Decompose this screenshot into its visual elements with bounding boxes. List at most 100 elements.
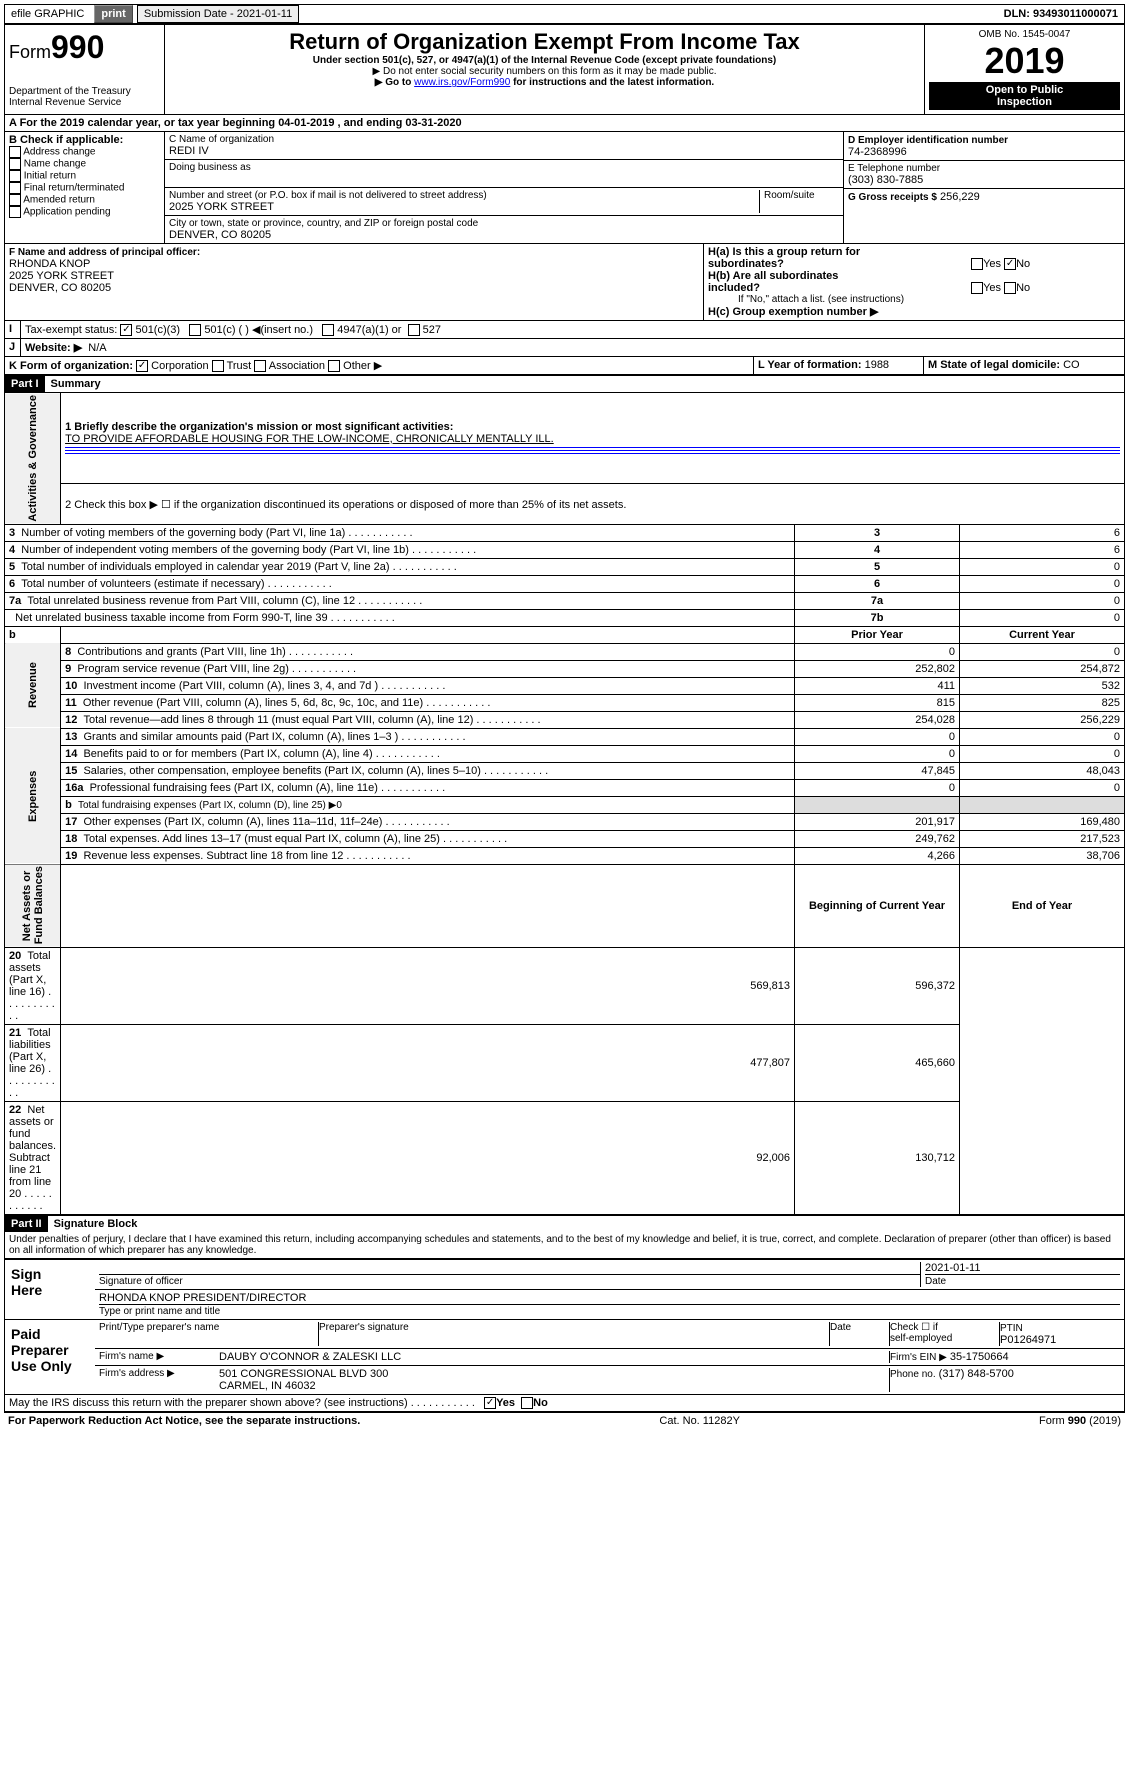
firm-name-lbl: Firm's name ▶ [99, 1351, 219, 1363]
dln-label: DLN: 93493011000071 [998, 6, 1124, 22]
form-number: 990 [51, 29, 104, 65]
k-trust: Trust [227, 360, 252, 372]
footer: For Paperwork Reduction Act Notice, see … [4, 1412, 1125, 1429]
no1: No [1016, 258, 1030, 270]
tax-year: 2019 [929, 40, 1120, 82]
sig-officer-lbl: Signature of officer [99, 1276, 183, 1287]
website: N/A [88, 342, 106, 354]
top-toolbar: efile GRAPHIC print Submission Date - 20… [4, 4, 1125, 24]
ptin-lbl: PTIN [1000, 1323, 1023, 1334]
form-footer: Form 990 (2019) [1039, 1415, 1121, 1427]
part1-title: Summary [45, 378, 101, 390]
officer-printed: RHONDA KNOP PRESIDENT/DIRECTOR [99, 1292, 1120, 1305]
assoc-checkbox[interactable] [254, 360, 266, 372]
527: 527 [423, 324, 441, 336]
col-prior: Prior Year [795, 626, 960, 643]
paid-preparer-block: Paid Preparer Use Only Print/Type prepar… [4, 1320, 1125, 1395]
year-formed: 1988 [865, 359, 889, 371]
c-label: C Name of organization [169, 134, 839, 145]
l-label: L Year of formation: [758, 359, 862, 371]
checkbox[interactable] [9, 182, 21, 194]
section-i: I Tax-exempt status: ✓ 501(c)(3) 501(c) … [4, 321, 1125, 339]
trust-checkbox[interactable] [212, 360, 224, 372]
4947: 4947(a)(1) or [337, 324, 401, 336]
dba-label: Doing business as [169, 162, 839, 173]
officer-name: RHONDA KNOP [9, 258, 90, 270]
section-fh: F Name and address of principal officer:… [4, 244, 1125, 321]
ha-no-checkbox[interactable]: ✓ [1004, 258, 1016, 270]
firm-ein-lbl: Firm's EIN ▶ [890, 1352, 947, 1363]
other-checkbox[interactable] [328, 360, 340, 372]
prep-date-lbl: Date [830, 1322, 890, 1346]
note-goto-tail: for instructions and the latest informat… [513, 77, 714, 88]
city-label: City or town, state or province, country… [169, 218, 839, 229]
hc-label: H(c) Group exemption number ▶ [708, 306, 878, 318]
corp-checkbox[interactable]: ✓ [136, 360, 148, 372]
yes1: Yes [983, 258, 1001, 270]
hb-yes-checkbox[interactable] [971, 282, 983, 294]
sign-here-block: Sign Here Signature of officer 2021-01-1… [4, 1259, 1125, 1320]
501c: 501(c) ( ) ◀(insert no.) [204, 324, 313, 336]
city: DENVER, CO 80205 [169, 229, 839, 241]
org-name: REDI IV [169, 145, 839, 157]
dept-label: Department of the Treasury Internal Reve… [9, 86, 160, 108]
efile-label: efile GRAPHIC [5, 6, 90, 22]
prep-phone: (317) 848-5700 [939, 1368, 1014, 1380]
irs-link[interactable]: www.irs.gov/Form990 [414, 77, 510, 88]
527-checkbox[interactable] [408, 324, 420, 336]
k-label: K Form of organization: [9, 360, 133, 372]
ein: 74-2368996 [848, 146, 1120, 158]
col-begin: Beginning of Current Year [795, 864, 960, 947]
i-label: Tax-exempt status: [25, 324, 117, 336]
perjury-text: Under penalties of perjury, I declare th… [4, 1232, 1125, 1259]
501c3-checkbox[interactable]: ✓ [120, 324, 132, 336]
form-prefix: Form [9, 42, 51, 62]
note-ssn: ▶ Do not enter social security numbers o… [169, 66, 920, 77]
col-current: Current Year [960, 626, 1125, 643]
street: 2025 YORK STREET [169, 201, 759, 213]
sign-here-label: Sign Here [5, 1260, 95, 1319]
firm-name: DAUBY O'CONNOR & ZALESKI LLC [219, 1351, 890, 1363]
part1-table: Activities & Governance 1 Briefly descri… [4, 392, 1125, 1215]
prep-name-lbl: Print/Type preparer's name [99, 1322, 319, 1346]
k-assoc: Association [269, 360, 325, 372]
hb-note: If "No," attach a list. (see instruction… [708, 294, 1120, 305]
type-name-lbl: Type or print name and title [99, 1306, 220, 1317]
ptin: P01264971 [1000, 1334, 1056, 1346]
discuss-no: No [533, 1397, 548, 1409]
print-button[interactable]: print [94, 5, 132, 23]
discuss-yes-checkbox[interactable]: ✓ [484, 1397, 496, 1409]
part1-badge: Part I [5, 376, 45, 392]
checkbox[interactable] [9, 158, 21, 170]
discuss-yes: Yes [496, 1397, 515, 1409]
form-subtitle: Under section 501(c), 527, or 4947(a)(1)… [169, 55, 920, 66]
mission: TO PROVIDE AFFORDABLE HOUSING FOR THE LO… [65, 433, 554, 445]
m-label: M State of legal domicile: [928, 359, 1060, 371]
date-lbl: Date [925, 1276, 946, 1287]
checkbox[interactable] [9, 170, 21, 182]
checkbox[interactable] [9, 206, 21, 218]
hb-no-checkbox[interactable] [1004, 282, 1016, 294]
501c-checkbox[interactable] [189, 324, 201, 336]
d-label: D Employer identification number [848, 135, 1008, 146]
501c3: 501(c)(3) [135, 324, 180, 336]
section-j: J Website: ▶ N/A [4, 339, 1125, 357]
part2-header: Part II Signature Block [4, 1215, 1125, 1232]
note-goto: ▶ Go to [375, 77, 412, 88]
discuss-no-checkbox[interactable] [521, 1397, 533, 1409]
sig-date: 2021-01-11 [925, 1262, 1120, 1275]
part2-badge: Part II [5, 1216, 48, 1232]
firm-ein: 35-1750664 [950, 1351, 1009, 1363]
firm-addr: 501 CONGRESSIONAL BLVD 300 CARMEL, IN 46… [219, 1368, 890, 1392]
checkbox[interactable] [9, 146, 21, 158]
ha-yes-checkbox[interactable] [971, 258, 983, 270]
yes2: Yes [983, 282, 1001, 294]
phone-lbl: Phone no. [890, 1369, 936, 1380]
checkbox[interactable] [9, 194, 21, 206]
ha-label: H(a) Is this a group return for subordin… [708, 246, 860, 270]
officer-addr1: 2025 YORK STREET [9, 270, 114, 282]
room-label: Room/suite [759, 190, 839, 213]
paperwork: For Paperwork Reduction Act Notice, see … [8, 1415, 360, 1427]
public-badge: Open to Public Inspection [929, 82, 1120, 110]
4947-checkbox[interactable] [322, 324, 334, 336]
